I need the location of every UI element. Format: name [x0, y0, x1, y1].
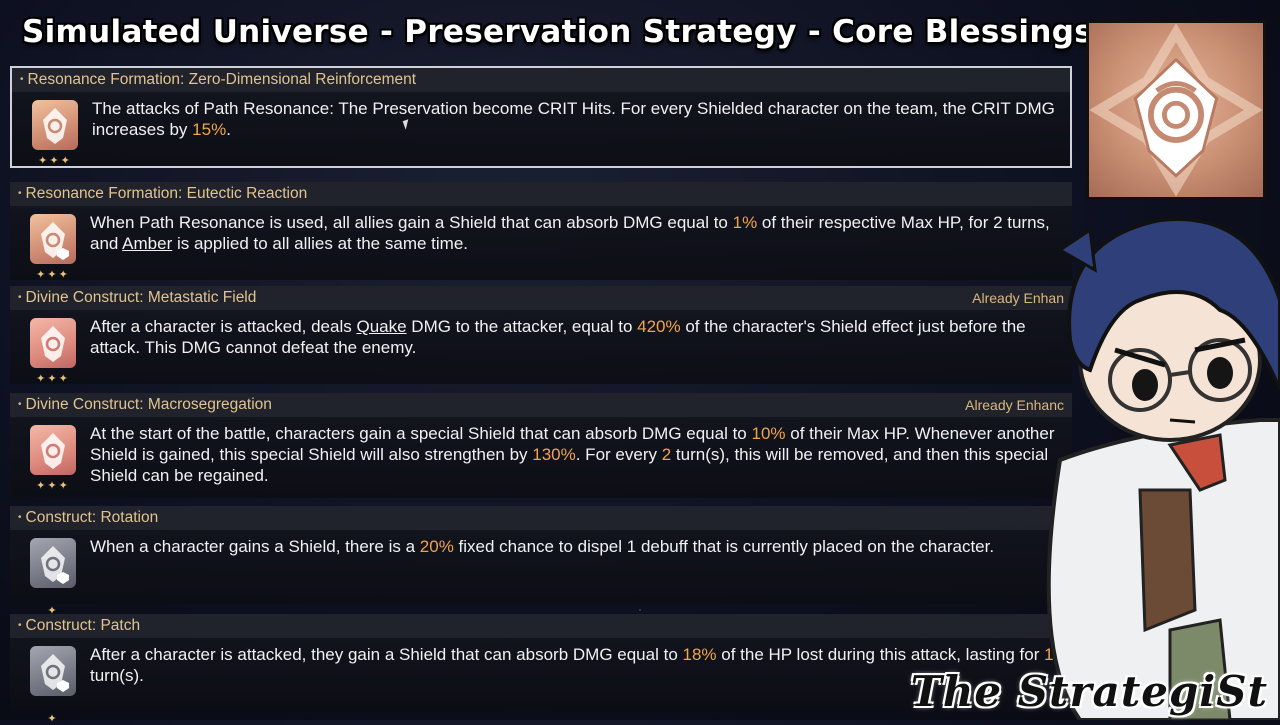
blessing-card[interactable]: Divine Construct: Macrosegregation Alrea… [10, 393, 1072, 498]
highlight-value: 2 [661, 445, 672, 464]
description-text: turn(s), this will be removed, and then … [90, 445, 1049, 485]
highlight-value: 15% [192, 120, 227, 139]
preservation-pink-icon [30, 318, 76, 368]
blessing-title: Divine Construct: Metastatic Field [18, 289, 257, 307]
preservation-gold-icon [32, 100, 78, 150]
rarity-stars: ✦✦✦ [36, 373, 70, 385]
blessing-description: At the start of the battle, characters g… [90, 423, 1060, 486]
page-title: Simulated Universe - Preservation Strate… [22, 14, 1093, 50]
description-text: of their respective Max HP, for 2 turns,… [90, 213, 1050, 253]
blessing-title: Construct: Patch [18, 617, 141, 635]
description-text: When Path Resonance is used, all allies … [90, 213, 733, 232]
blessing-description: The attacks of Path Resonance: The Prese… [92, 98, 1058, 140]
blessing-title: Resonance Formation: Eutectic Reaction [18, 185, 308, 203]
highlight-value: 420% [637, 317, 681, 336]
blessing-card[interactable]: Divine Construct: Metastatic Field Alrea… [10, 286, 1072, 385]
keyword-link[interactable]: Quake [356, 317, 407, 336]
description-text: of their Max HP. Whenever another Shield… [90, 424, 1055, 464]
blessing-card[interactable]: Resonance Formation: Eutectic Reaction ✦… [10, 182, 1072, 281]
blessing-title: Divine Construct: Macrosegregation [18, 396, 272, 414]
preservation-pink-icon [30, 425, 76, 475]
blessing-card[interactable]: Resonance Formation: Zero-Dimensional Re… [10, 66, 1072, 168]
rarity-stars: ✦ [47, 605, 59, 617]
description-text: . For every [575, 445, 662, 464]
blessing-header: Resonance Formation: Zero-Dimensional Re… [12, 68, 1070, 92]
blessing-title: Construct: Rotation [18, 509, 159, 527]
mascot-character-illustration [1020, 190, 1280, 720]
highlight-value: 10% [751, 424, 786, 443]
blessing-description: After a character is attacked, deals Qua… [90, 316, 1060, 358]
description-text: of the character's Shield effect just be… [90, 317, 1026, 357]
blessing-card[interactable]: Construct: Patch ✦ After a character is … [10, 614, 1072, 725]
highlight-value: 18% [682, 645, 717, 664]
description-text: After a character is attacked, deals [90, 317, 357, 336]
blessing-title: Resonance Formation: Zero-Dimensional Re… [20, 71, 417, 89]
blessing-header: Divine Construct: Macrosegregation Alrea… [10, 393, 1072, 417]
rarity-stars: ✦✦✦ [36, 269, 70, 281]
blessing-status: Already Enhanc [965, 397, 1064, 413]
highlight-value: 20% [419, 537, 454, 556]
description-text: When a character gains a Shield, there i… [90, 537, 420, 556]
description-text: The attacks of Path Resonance: The Prese… [92, 99, 1055, 139]
description-text: of the HP lost during this attack, lasti… [716, 645, 1045, 664]
rarity-stars: ✦✦✦ [36, 480, 70, 492]
blessing-header: Divine Construct: Metastatic Field Alrea… [10, 286, 1072, 310]
blessing-header: Construct: Rotation [10, 506, 1072, 530]
blessing-header: Construct: Patch [10, 614, 1072, 638]
preservation-gray-icon [30, 538, 76, 588]
watermark-logo: The StrategiSt [910, 667, 1268, 716]
highlight-value: 130% [532, 445, 576, 464]
highlight-value: 1 [1044, 645, 1054, 664]
blessing-card[interactable]: Construct: Rotation ✦ When a character g… [10, 506, 1072, 617]
blessing-description: After a character is attacked, they gain… [90, 644, 1060, 686]
rarity-stars: ✦ [47, 713, 59, 725]
blessing-header: Resonance Formation: Eutectic Reaction [10, 182, 1072, 206]
description-text: At the start of the battle, characters g… [90, 424, 752, 443]
preservation-emblem-icon [1086, 20, 1266, 200]
preservation-shield-gold-icon [30, 214, 76, 264]
preservation-gray-icon [30, 646, 76, 696]
keyword-link[interactable]: Amber [122, 234, 173, 253]
highlight-value: 1% [732, 213, 758, 232]
blessing-description: When Path Resonance is used, all allies … [90, 212, 1060, 254]
description-text: . [226, 120, 231, 139]
description-text: turn(s). [90, 666, 144, 685]
description-text: DMG to the attacker, equal to [406, 317, 638, 336]
blessing-status: Already Enhan [972, 290, 1064, 306]
blessing-description: When a character gains a Shield, there i… [90, 536, 1060, 557]
description-text: fixed chance to dispel 1 debuff that is … [453, 537, 995, 556]
description-text: After a character is attacked, they gain… [90, 645, 683, 664]
rarity-stars: ✦✦✦ [38, 155, 72, 167]
description-text: is applied to all allies at the same tim… [172, 234, 468, 253]
